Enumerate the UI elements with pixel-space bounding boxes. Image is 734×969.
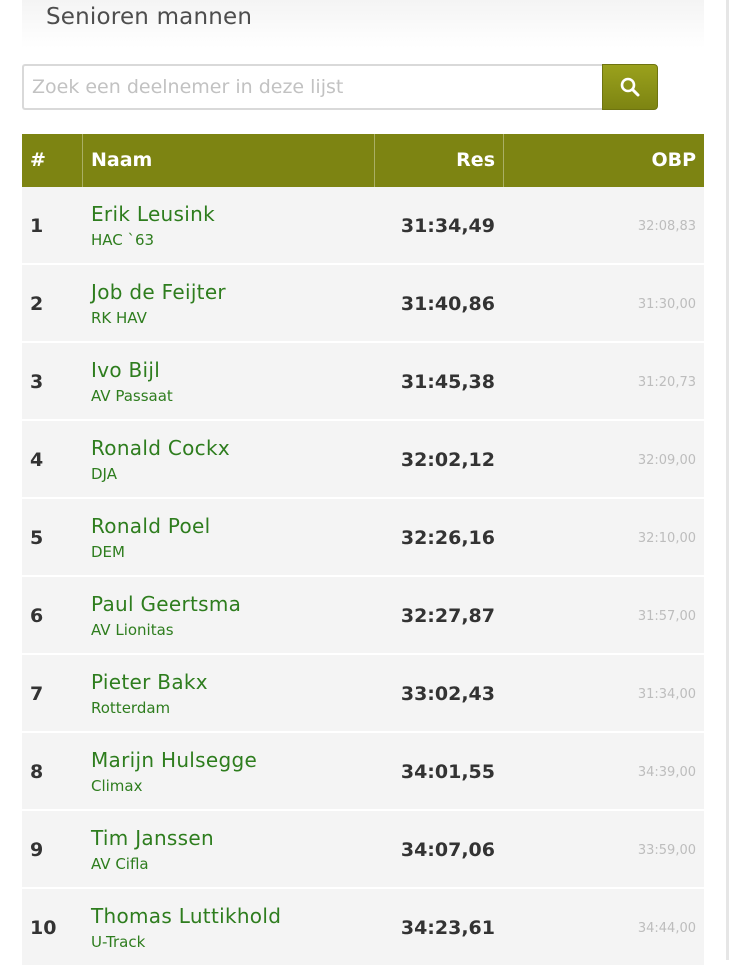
category-panel: Senioren mannen bbox=[22, 0, 704, 48]
club-name: Climax bbox=[91, 777, 143, 795]
rank-cell: 1 bbox=[30, 215, 44, 237]
col-name-header[interactable]: Naam bbox=[91, 149, 153, 171]
results-table: # Naam Res OBP 1 Erik Leusink HAC `63 31… bbox=[22, 134, 704, 967]
search-button[interactable] bbox=[602, 64, 658, 110]
table-header: # Naam Res OBP bbox=[22, 134, 704, 187]
personal-best: 32:08,83 bbox=[637, 219, 696, 234]
athlete-name-link[interactable]: Pieter Bakx bbox=[91, 670, 208, 694]
athlete-name-link[interactable]: Job de Feijter bbox=[91, 280, 226, 304]
rank-cell: 5 bbox=[30, 527, 44, 549]
page-margin bbox=[704, 0, 734, 960]
athlete-name-link[interactable]: Thomas Luttikhold bbox=[91, 904, 282, 928]
header-divider bbox=[374, 134, 375, 187]
personal-best: 32:10,00 bbox=[637, 531, 696, 546]
personal-best: 34:39,00 bbox=[637, 765, 696, 780]
personal-best: 31:34,00 bbox=[637, 687, 696, 702]
rank-cell: 10 bbox=[30, 917, 57, 939]
table-row[interactable]: 9 Tim Janssen AV Cifla 34:07,06 33:59,00 bbox=[22, 811, 704, 889]
header-divider bbox=[82, 134, 83, 187]
personal-best: 31:20,73 bbox=[637, 375, 696, 390]
personal-best: 33:59,00 bbox=[637, 843, 696, 858]
search-icon bbox=[620, 77, 640, 97]
rank-cell: 4 bbox=[30, 449, 44, 471]
personal-best: 32:09,00 bbox=[637, 453, 696, 468]
table-row[interactable]: 10 Thomas Luttikhold U-Track 34:23,61 34… bbox=[22, 889, 704, 967]
table-row[interactable]: 6 Paul Geertsma AV Lionitas 32:27,87 31:… bbox=[22, 577, 704, 655]
athlete-name-link[interactable]: Erik Leusink bbox=[91, 202, 215, 226]
rank-cell: 7 bbox=[30, 683, 44, 705]
table-row[interactable]: 5 Ronald Poel DEM 32:26,16 32:10,00 bbox=[22, 499, 704, 577]
result-time: 33:02,43 bbox=[400, 683, 495, 705]
club-name: RK HAV bbox=[91, 309, 147, 327]
result-time: 31:40,86 bbox=[400, 293, 495, 315]
table-row[interactable]: 7 Pieter Bakx Rotterdam 33:02,43 31:34,0… bbox=[22, 655, 704, 733]
athlete-name-link[interactable]: Ivo Bijl bbox=[91, 358, 161, 382]
club-name: U-Track bbox=[91, 933, 146, 951]
result-time: 34:07,06 bbox=[400, 839, 495, 861]
result-time: 32:26,16 bbox=[400, 527, 495, 549]
result-time: 34:01,55 bbox=[400, 761, 495, 783]
personal-best: 31:30,00 bbox=[637, 297, 696, 312]
rank-cell: 8 bbox=[30, 761, 44, 783]
table-row[interactable]: 3 Ivo Bijl AV Passaat 31:45,38 31:20,73 bbox=[22, 343, 704, 421]
club-name: DEM bbox=[91, 543, 125, 561]
club-name: AV Passaat bbox=[91, 387, 173, 405]
table-row[interactable]: 2 Job de Feijter RK HAV 31:40,86 31:30,0… bbox=[22, 265, 704, 343]
club-name: AV Lionitas bbox=[91, 621, 174, 639]
athlete-name-link[interactable]: Tim Janssen bbox=[91, 826, 214, 850]
page-title: Senioren mannen bbox=[46, 4, 253, 30]
table-row[interactable]: 8 Marijn Hulsegge Climax 34:01,55 34:39,… bbox=[22, 733, 704, 811]
athlete-name-link[interactable]: Ronald Cockx bbox=[91, 436, 230, 460]
athlete-name-link[interactable]: Ronald Poel bbox=[91, 514, 211, 538]
col-obp-header[interactable]: OBP bbox=[651, 149, 696, 171]
club-name: HAC `63 bbox=[91, 231, 155, 249]
result-time: 32:02,12 bbox=[400, 449, 495, 471]
athlete-name-link[interactable]: Paul Geertsma bbox=[91, 592, 242, 616]
rank-cell: 2 bbox=[30, 293, 44, 315]
search-bar bbox=[22, 64, 658, 110]
result-time: 31:34,49 bbox=[400, 215, 495, 237]
col-result-header[interactable]: Res bbox=[456, 149, 495, 171]
club-name: DJA bbox=[91, 465, 117, 483]
personal-best: 31:57,00 bbox=[637, 609, 696, 624]
scroll-edge bbox=[726, 0, 729, 960]
col-rank-header[interactable]: # bbox=[30, 149, 46, 171]
result-time: 32:27,87 bbox=[400, 605, 495, 627]
table-row[interactable]: 1 Erik Leusink HAC `63 31:34,49 32:08,83 bbox=[22, 187, 704, 265]
result-time: 34:23,61 bbox=[400, 917, 495, 939]
result-time: 31:45,38 bbox=[400, 371, 495, 393]
header-divider bbox=[503, 134, 504, 187]
rank-cell: 6 bbox=[30, 605, 44, 627]
personal-best: 34:44,00 bbox=[637, 921, 696, 936]
search-input[interactable] bbox=[22, 64, 602, 110]
athlete-name-link[interactable]: Marijn Hulsegge bbox=[91, 748, 258, 772]
rank-cell: 3 bbox=[30, 371, 44, 393]
club-name: AV Cifla bbox=[91, 855, 149, 873]
club-name: Rotterdam bbox=[91, 699, 171, 717]
rank-cell: 9 bbox=[30, 839, 44, 861]
table-row[interactable]: 4 Ronald Cockx DJA 32:02,12 32:09,00 bbox=[22, 421, 704, 499]
